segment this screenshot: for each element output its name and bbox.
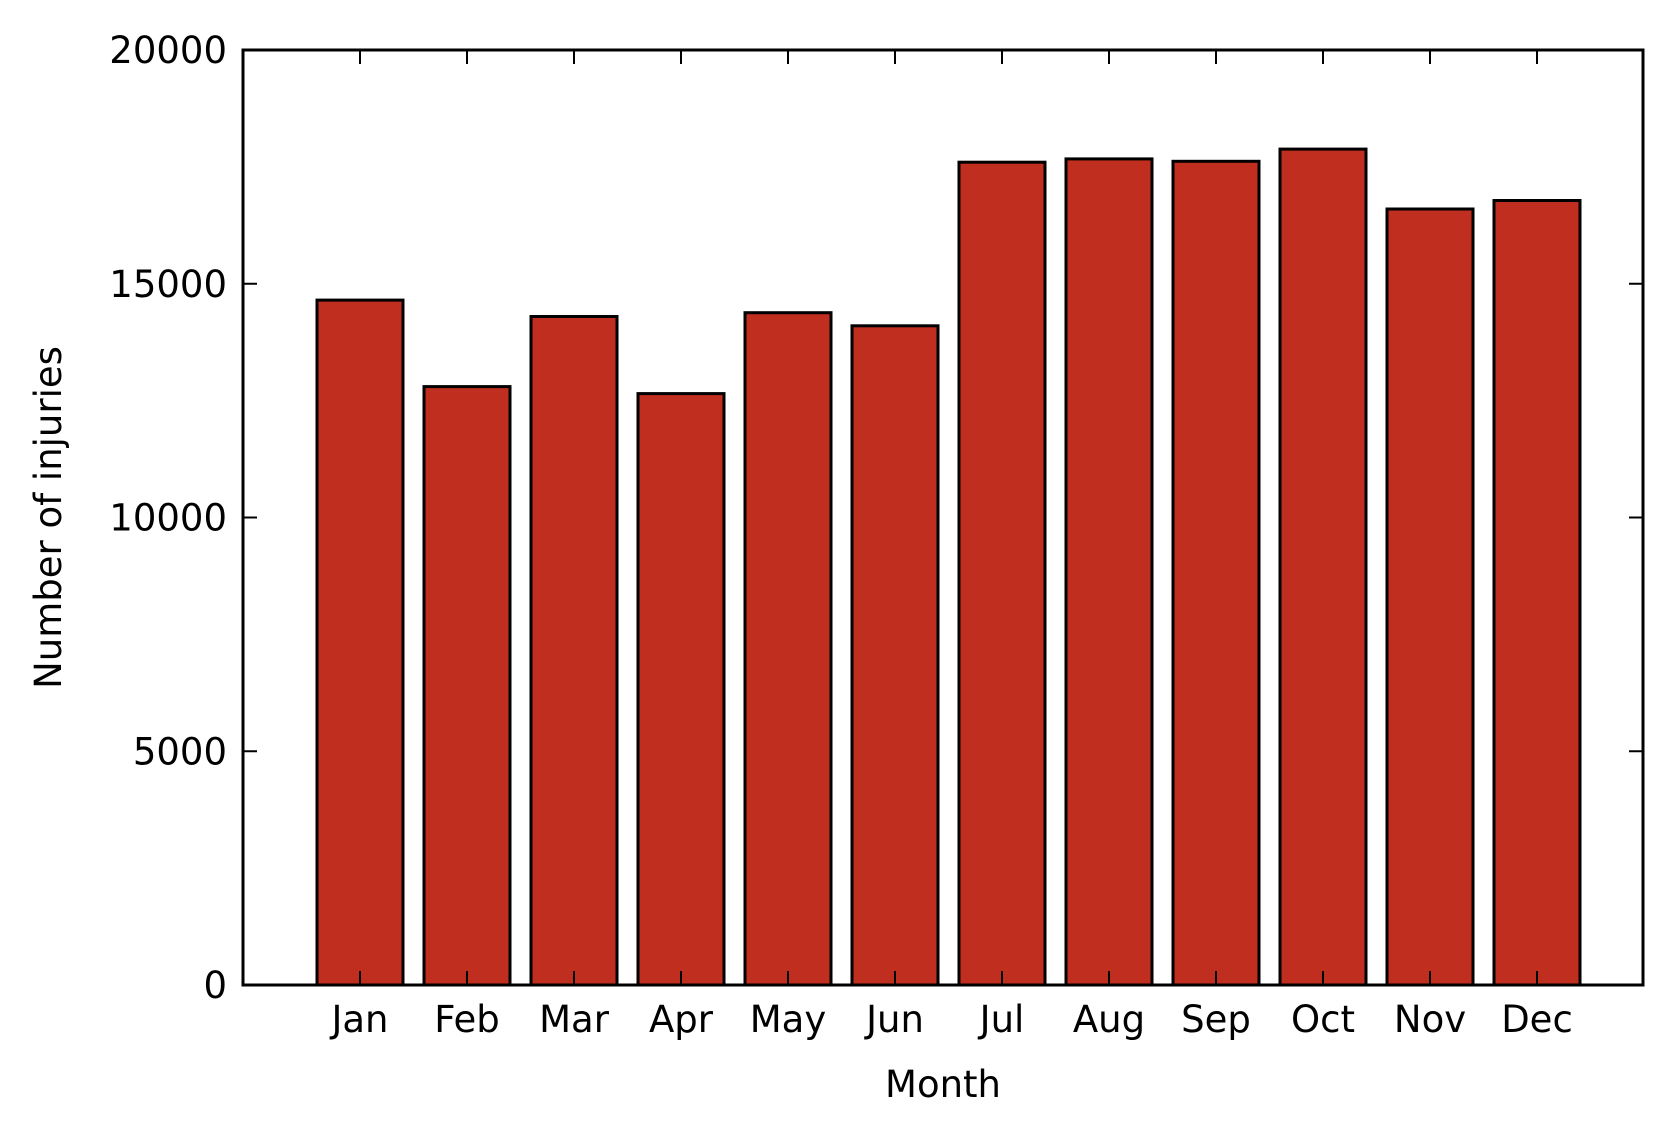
bars-layer: [315, 147, 1582, 987]
x-axis-label: Month: [885, 1063, 1001, 1106]
x-tick-label-apr: Apr: [649, 998, 714, 1041]
bar-apr: [636, 392, 726, 987]
bar-jun: [850, 324, 940, 987]
bar-mar: [529, 315, 619, 987]
bar-feb: [422, 385, 512, 987]
bar-jan: [315, 298, 405, 987]
x-tick-label-aug: Aug: [1073, 998, 1145, 1041]
ticks-layer: [243, 49, 1643, 986]
x-tick-label-may: May: [750, 998, 827, 1041]
x-tick-label-feb: Feb: [434, 998, 500, 1041]
labels-layer: Jan Feb Mar Apr May Jun Jul Aug Sep Oct Nov Dec 0 500…: [109, 29, 1573, 1041]
bar-dec: [1492, 199, 1582, 987]
x-tick-label-jan: Jan: [329, 998, 388, 1041]
y-axis-label: Number of injuries: [27, 346, 70, 689]
y-tick-label-15000: 15000: [109, 263, 227, 306]
y-tick-label-20000: 20000: [109, 29, 227, 72]
bar-sep: [1171, 159, 1261, 987]
bar-oct: [1278, 147, 1368, 987]
y-tick-label-5000: 5000: [133, 730, 227, 773]
y-tick-label-0: 0: [203, 964, 227, 1007]
x-tick-label-nov: Nov: [1394, 998, 1466, 1041]
bar-aug: [1064, 157, 1154, 987]
x-tick-label-oct: Oct: [1291, 998, 1355, 1041]
x-tick-label-jul: Jul: [978, 998, 1025, 1041]
x-tick-label-sep: Sep: [1181, 998, 1251, 1041]
x-tick-label-dec: Dec: [1501, 998, 1573, 1041]
bar-jul: [957, 160, 1047, 987]
bar-may: [743, 311, 833, 987]
x-tick-label-jun: Jun: [864, 998, 924, 1041]
y-tick-label-10000: 10000: [109, 497, 227, 540]
x-tick-label-mar: Mar: [539, 998, 610, 1041]
bar-nov: [1385, 207, 1475, 987]
